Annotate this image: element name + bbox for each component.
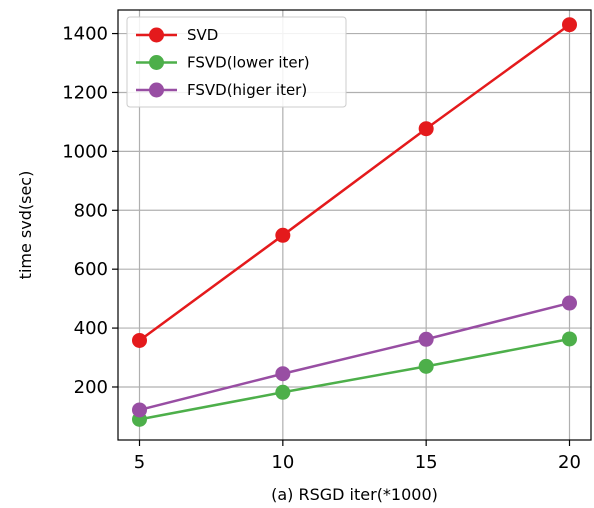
x-axis-label: (a) RSGD iter(*1000): [271, 485, 438, 504]
legend-marker-svd: [149, 27, 164, 43]
plot-frame: [117, 9, 592, 441]
data-point-fsvd-higer-iter: [275, 366, 291, 382]
legend-label-fsvd-lower-iter: FSVD(lower iter): [187, 54, 310, 72]
data-point-fsvd-lower-iter: [275, 384, 291, 400]
data-point-fsvd-higer-iter: [418, 331, 434, 347]
legend: SVD FSVD(lower iter) FSVD(higer iter): [126, 16, 347, 108]
y-tick-label: 400: [74, 318, 108, 339]
data-point-fsvd-lower-iter: [418, 358, 434, 374]
series-line-fsvd-higer-iter: [138, 301, 571, 412]
legend-box: [126, 16, 347, 108]
series-plot-area: [132, 17, 577, 427]
tick-labels: 5 10 15 20 200 400 600 800 1000 1200 1400: [62, 24, 581, 473]
x-tick-label: 15: [415, 452, 438, 473]
y-tick-label: 1200: [62, 82, 108, 103]
legend-label-svd: SVD: [187, 26, 218, 44]
legend-marker-fsvd-lower-iter: [149, 55, 164, 70]
x-tick-label: 5: [134, 452, 145, 473]
x-tick-label: 10: [271, 452, 294, 473]
legend-marker-fsvd-higer-iter: [149, 82, 164, 98]
y-axis-label: time svd(sec): [16, 171, 35, 280]
data-point-svd: [562, 17, 577, 33]
y-tick-label: 1400: [62, 24, 108, 45]
y-tick-label: 1000: [62, 141, 108, 162]
y-tick-label: 600: [74, 259, 108, 280]
x-tick-label: 20: [558, 452, 581, 473]
series-line-svd: [138, 23, 571, 342]
data-point-fsvd-higer-iter: [562, 295, 577, 311]
series-line-fsvd-lower-iter: [138, 337, 571, 421]
legend-item-svd: SVD: [136, 26, 218, 44]
data-point-fsvd-higer-iter: [132, 402, 147, 418]
y-tick-label: 200: [74, 377, 108, 398]
data-point-fsvd-lower-iter: [562, 331, 577, 347]
legend-item-fsvd-lower-iter: FSVD(lower iter): [136, 54, 310, 72]
data-point-svd: [132, 332, 147, 348]
legend-label-fsvd-higer-iter: FSVD(higer iter): [187, 81, 307, 99]
axes: [112, 9, 592, 446]
data-point-svd: [275, 227, 291, 243]
y-tick-label: 800: [74, 200, 108, 221]
data-point-svd: [418, 121, 434, 137]
legend-item-fsvd-higer-iter: FSVD(higer iter): [136, 81, 307, 99]
